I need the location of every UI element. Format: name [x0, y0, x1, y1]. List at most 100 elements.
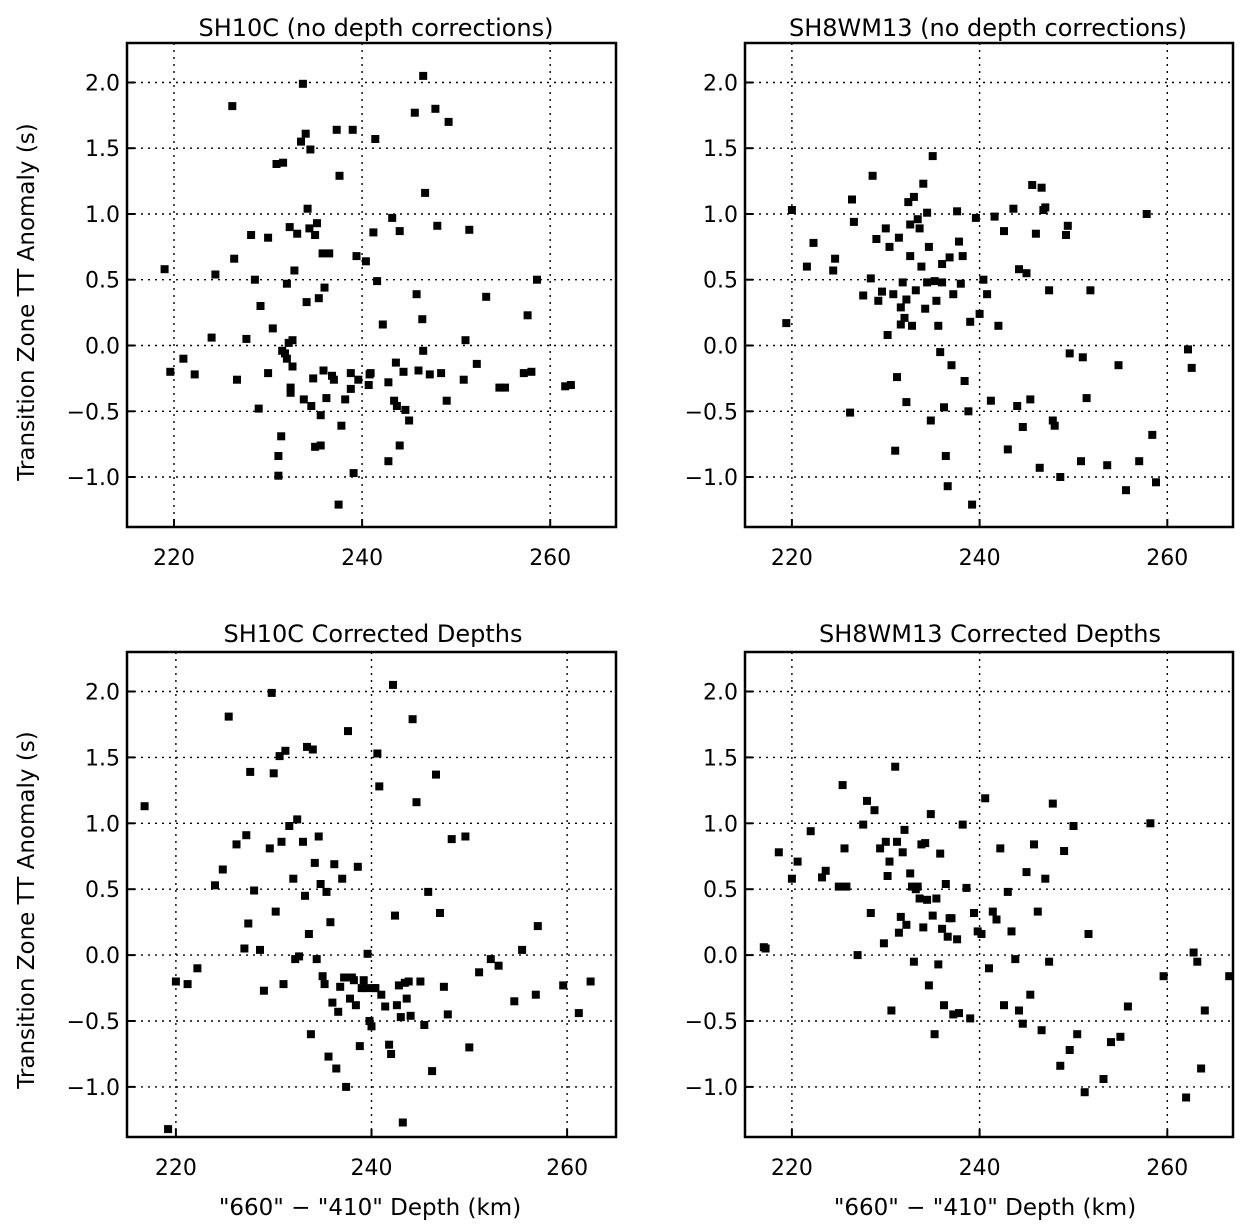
data-point — [1197, 1064, 1206, 1073]
y-tick-label: −1.0 — [685, 466, 738, 491]
data-point — [986, 396, 995, 405]
x-tick-label: 260 — [1146, 546, 1188, 571]
panel-top-right: SH8WM13 (no depth corrections) 220 240 260… — [685, 14, 1235, 571]
data-point — [921, 839, 930, 848]
data-point — [303, 204, 312, 213]
data-point — [244, 919, 253, 928]
data-point — [286, 383, 295, 392]
data-point — [902, 398, 911, 407]
data-point — [943, 482, 952, 491]
data-point — [1142, 210, 1151, 218]
data-point — [392, 402, 401, 410]
data-point — [940, 1001, 948, 1010]
data-point — [475, 968, 484, 977]
data-point — [849, 217, 858, 226]
data-point — [349, 976, 358, 985]
data-point — [782, 319, 791, 328]
data-point — [277, 837, 286, 846]
data-point — [900, 313, 909, 322]
data-point — [1182, 1093, 1191, 1102]
data-point — [887, 1006, 896, 1015]
data-point — [876, 844, 885, 853]
data-point — [425, 370, 434, 379]
data-point — [348, 125, 357, 134]
data-point — [904, 198, 913, 207]
data-point — [367, 1022, 376, 1031]
data-point — [461, 832, 470, 841]
data-point — [392, 1001, 401, 1010]
y-tick-label: 0.0 — [703, 944, 738, 969]
data-point — [230, 254, 239, 263]
data-point — [906, 220, 915, 229]
data-point — [293, 229, 302, 238]
data-point — [970, 909, 978, 917]
data-point — [365, 1017, 374, 1025]
data-point — [559, 981, 568, 990]
data-point — [1069, 822, 1078, 830]
data-point — [1077, 457, 1085, 466]
data-point — [461, 336, 470, 345]
data-point — [964, 407, 973, 416]
data-point — [242, 831, 251, 840]
data-point — [928, 152, 937, 161]
data-point — [1082, 394, 1091, 403]
data-point — [495, 383, 504, 392]
data-point — [346, 369, 355, 378]
data-point — [1056, 1061, 1065, 1070]
data-point — [319, 366, 328, 375]
data-point — [1063, 221, 1072, 230]
data-point — [246, 767, 255, 776]
data-point — [395, 441, 404, 450]
data-point — [306, 145, 315, 154]
data-point — [268, 324, 277, 333]
data-point — [390, 396, 399, 405]
data-point — [378, 320, 387, 329]
data-point — [1031, 229, 1040, 238]
data-point — [384, 378, 393, 387]
data-point — [1103, 461, 1112, 470]
data-point — [211, 881, 219, 890]
data-point — [911, 286, 920, 295]
data-point — [889, 290, 898, 299]
data-point — [432, 770, 440, 779]
data-point — [941, 452, 950, 460]
data-point — [1018, 1019, 1027, 1028]
plot-frame — [125, 650, 618, 1139]
data-point — [932, 296, 941, 305]
data-point — [436, 909, 444, 917]
y-tick-label: −1.0 — [67, 466, 120, 491]
data-point — [308, 745, 317, 754]
data-point — [881, 837, 890, 846]
data-point — [361, 984, 370, 993]
data-point — [299, 837, 307, 846]
data-point — [336, 982, 345, 991]
data-point — [369, 228, 378, 237]
data-point — [371, 135, 380, 143]
data-point — [304, 930, 313, 938]
data-point — [250, 886, 259, 895]
data-point — [326, 918, 335, 927]
data-point — [431, 104, 440, 113]
data-point — [1050, 421, 1059, 430]
y-tick-label: −0.5 — [67, 400, 120, 425]
data-point — [953, 935, 962, 944]
data-point — [913, 215, 922, 224]
data-point — [834, 882, 843, 891]
data-point — [316, 411, 325, 420]
data-point — [1007, 927, 1016, 936]
data-point — [1225, 972, 1234, 981]
y-tick-label: 1.5 — [85, 746, 120, 771]
data-point — [900, 825, 909, 834]
y-tick-label: −0.5 — [685, 1010, 738, 1035]
data-point — [527, 367, 536, 376]
data-point — [829, 266, 838, 275]
data-point — [1026, 395, 1035, 404]
data-point — [1116, 1032, 1125, 1041]
data-point — [381, 1002, 390, 1011]
data-point — [338, 874, 347, 883]
data-point — [945, 253, 954, 262]
data-point — [923, 278, 932, 287]
data-point — [240, 944, 249, 953]
data-point — [247, 231, 256, 239]
data-point — [354, 375, 363, 384]
